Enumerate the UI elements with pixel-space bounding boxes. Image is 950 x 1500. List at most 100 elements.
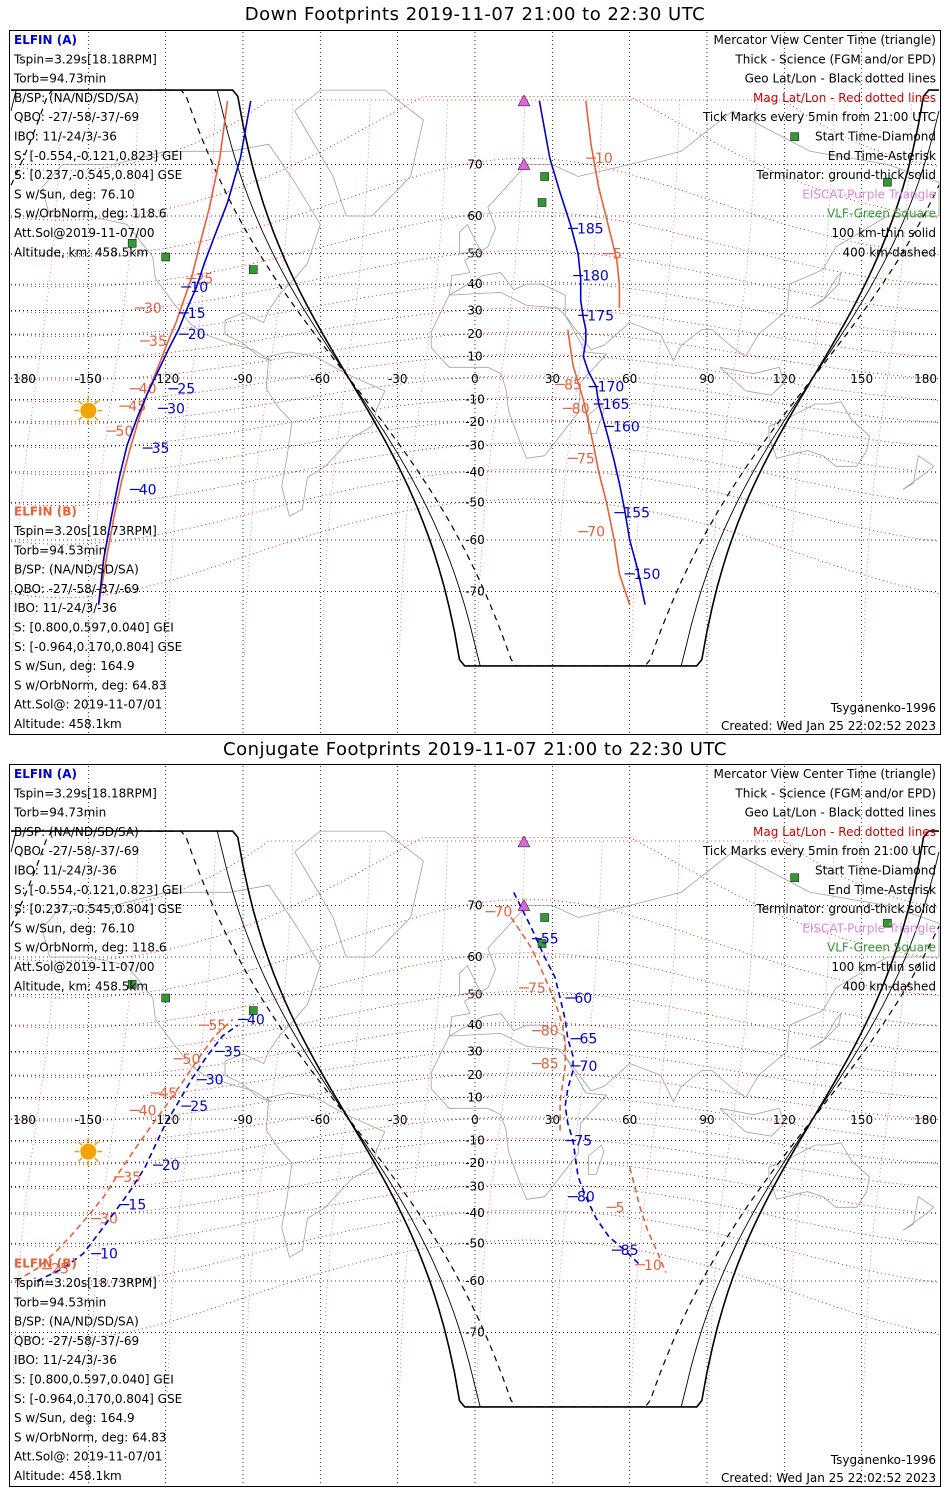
lat-tick-label: 30 [467,1044,482,1058]
sun-icon [80,402,97,419]
legend-entry: Mag Lat/Lon - Red dotted lines [753,825,936,839]
elfin-a-info: Altitude, km: 458.5km [14,979,148,993]
legend-entry: Thick - Science (FGM and/or EPD) [734,786,936,800]
track-tick-label: 35 [152,441,170,457]
lon-tick-label: 180 [914,1113,937,1127]
coastline [459,223,481,255]
lat-tick-label: -50 [465,495,485,509]
legend-entry: Mag Lat/Lon - Red dotted lines [753,91,936,105]
sun-ray [77,400,83,405]
terminator-400km [10,89,940,667]
track-tick-label: 5 [613,247,622,263]
track-tick-label: 50 [116,424,134,440]
elfin-a-info: B/SP: (NA/ND/SD/SA) [14,825,139,839]
track-tick-label: 80 [572,401,590,417]
track-tick-label: 70 [587,525,605,541]
panel-title-down: Down Footprints 2019-11-07 21:00 to 22:3… [244,4,706,25]
coastline [265,351,386,517]
down-footprints-map: 180 -150 -120 -90 -60 -30 0 30 60 90 120 150 180 70 60… [9,30,941,735]
elfin-a-info: Tspin=3.29s[18.18RPM] [13,786,157,800]
coastline [448,851,940,1103]
elfin-b-info: Tspin=3.20s[18.73RPM] [13,524,157,538]
elfin-a-info: Torb=94.73min [13,72,106,86]
lon-tick-label: -150 [75,372,102,386]
track-tick-label: 180 [582,269,609,285]
map-frame [9,30,941,735]
footprint-track [510,917,567,1132]
lat-tick-label: 60 [467,209,482,223]
track-tick-label: 15 [188,306,206,322]
track-tick-label: 80 [577,1190,595,1206]
created-timestamp: Created: Wed Jan 25 22:02:52 2023 [721,1471,936,1485]
coastline [448,110,940,362]
track-tick-label: 55 [541,932,559,948]
elfin-a-info: Att.Sol@2019-11-07/00 [14,226,155,240]
elfin-a-info: S: [0.237,-0.545,0.804] GSE [14,168,182,182]
lat-tick-label: 30 [467,303,482,317]
terminator-100km [10,89,940,667]
lon-tick-label: -90 [233,372,253,386]
lon-tick-label: -120 [152,1113,179,1127]
track-tick-label: 40 [247,1012,265,1028]
elfin-b-info: S w/OrbNorm, deg: 64.83 [14,678,166,692]
track-tick-label: 10 [100,1247,118,1263]
track-tick-label: 175 [587,308,614,324]
lon-tick-label: 120 [773,372,796,386]
eiscat-triangle [517,899,531,911]
mag-lat-line [10,898,940,999]
coastline [588,403,605,434]
elfin-a-info: B/SP: (NA/ND/SD/SA) [14,91,139,105]
track-tick-label: 45 [159,1086,177,1102]
lat-tick-label: -20 [465,1156,485,1170]
elfin-b-info: QBO: -27/-58/-37/-69 [14,582,139,596]
coastline [294,89,424,217]
mag-lat-line [10,419,940,476]
legend-entry: Mercator View Center Time (triangle) [714,33,936,47]
lat-tick-label: -30 [465,1180,485,1194]
mag-lat-line [10,157,940,258]
vlf-station-square [537,198,547,207]
track-tick-label: 30 [206,1073,224,1089]
mag-lat-line [10,96,940,221]
track-tick-label: 165 [603,397,630,413]
coastline [719,366,785,396]
elfin-b-info: S: [-0.964,0.170,0.804] GSE [14,640,182,654]
vlf-station-square [540,913,549,922]
legend-entry: 100 km-thin solid [831,960,936,974]
lon-tick-label: 0 [471,1113,479,1127]
lat-tick-label: -60 [465,1274,485,1288]
coastline [809,1013,842,1050]
legend-entry: Geo Lat/Lon - Black dotted lines [745,72,936,86]
lat-tick-label: -40 [465,1206,485,1220]
elfin-b-info: Att.Sol@: 2019-11-07/01 [14,698,162,712]
lat-tick-label: 20 [467,1068,482,1082]
track-tick-label: 30 [144,301,162,317]
elfin-a-info: IBO: 11/-24/3/-36 [14,864,117,878]
lon-tick-label: -60 [311,372,331,386]
lon-tick-label: -150 [75,1113,102,1127]
coastline [41,143,321,362]
coastline [41,884,321,1103]
legend-entry: Tick Marks every 5min from 21:00 UTC [702,844,936,858]
track-tick-label: 60 [574,991,592,1007]
lon-tick-label: -120 [152,372,179,386]
lon-tick-label: 90 [699,1113,714,1127]
sun-icon [80,1143,97,1160]
coastline [294,830,424,958]
elfin-b-info: S w/Sun, deg: 164.9 [14,659,135,673]
mag-lat-line [10,1209,940,1286]
elfin-a-header: ELFIN (A) [14,767,77,781]
coastline [588,1144,605,1175]
track-tick-label: 40 [139,482,157,498]
elfin-b-info: IBO: 11/-24/3/-36 [14,601,117,615]
lon-tick-label: 180 [914,372,937,386]
legend-entry: Terminator: ground-thick solid [755,902,936,916]
lon-tick-label: 90 [699,372,714,386]
elfin-a-info: QBO: -27/-58/-37/-69 [14,844,139,858]
elfin-b-header: ELFIN (B) [14,1257,77,1271]
coastline [809,272,842,309]
eiscat-triangle [517,835,531,848]
sun-ray [77,1141,83,1146]
track-tick-label: 155 [623,506,650,522]
elfin-b-info: Torb=94.53min [13,543,106,557]
